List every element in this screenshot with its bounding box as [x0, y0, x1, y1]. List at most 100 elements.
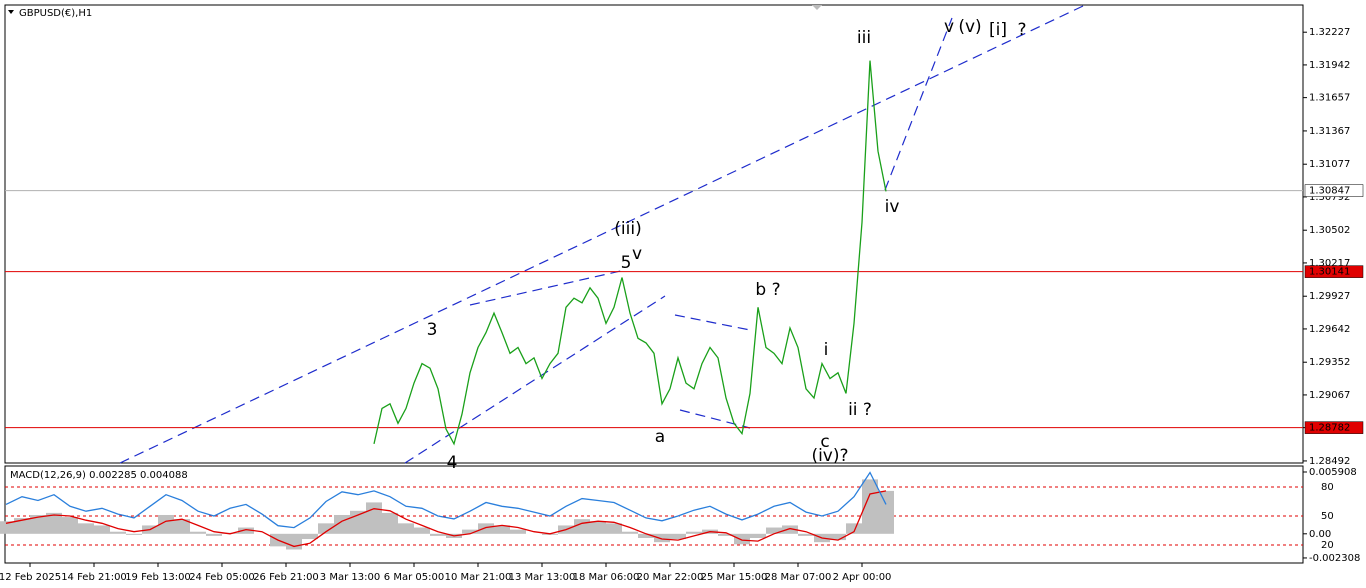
price-panel [4, 4, 1304, 464]
indicator-panel [4, 465, 1304, 564]
histogram-bar [654, 533, 670, 543]
y-tick-label: 1.32227 [1309, 27, 1350, 38]
histogram-bar [782, 525, 798, 534]
y-tick-label: 1.28492 [1309, 456, 1350, 467]
y-tick-label: 1.31367 [1309, 126, 1350, 137]
price-label: 1.30141 [1309, 267, 1350, 278]
y-tick-label: 1.30792 [1309, 192, 1350, 203]
x-tick-label: 14 Feb 21:00 [61, 572, 127, 583]
histogram-bar [382, 512, 398, 534]
x-tick-label: 18 Mar 06:00 [573, 572, 640, 583]
histogram-bar [206, 533, 222, 536]
price-label-box [1304, 265, 1364, 278]
histogram-bar [350, 510, 366, 534]
trend-line [469, 269, 626, 306]
histogram-bar [494, 525, 510, 534]
histogram-bar [590, 521, 606, 534]
x-tick-label: 20 Mar 22:00 [637, 572, 704, 583]
histogram-bar [366, 502, 382, 534]
y-tick-label: -0.002308 [1309, 553, 1360, 564]
menu-arrow [8, 10, 14, 14]
histogram-bar [878, 490, 894, 534]
wave-label: iii [857, 28, 871, 48]
wave-label: iv [885, 197, 900, 217]
histogram-bar [606, 523, 622, 534]
y-tick-label: 1.29927 [1309, 291, 1350, 302]
histogram-bar [574, 519, 590, 534]
wave-label: 3 [427, 320, 438, 340]
x-tick-label: 13 Mar 13:00 [509, 572, 576, 583]
histogram-bar [510, 529, 526, 534]
histogram-bar [318, 523, 334, 534]
y-tick-label: 1.31942 [1309, 60, 1350, 71]
histogram-bar [478, 523, 494, 534]
wave-label: [i] [989, 20, 1007, 40]
histogram-bar [414, 527, 430, 534]
histogram-bar [638, 533, 654, 538]
histogram-bar [174, 519, 190, 534]
y-tick-label: 0.005908 [1309, 467, 1357, 478]
price-label-box [1304, 184, 1364, 197]
price-label: 1.30847 [1309, 186, 1350, 197]
price-label: 1.28782 [1309, 423, 1350, 434]
scroll-marker [812, 5, 822, 10]
trend-line [679, 409, 751, 429]
histogram-bar [798, 533, 814, 536]
trend-line [119, 5, 1084, 464]
trend-line [404, 295, 666, 464]
price-label-box [1304, 421, 1364, 434]
x-tick-label: 24 Feb 05:00 [189, 572, 255, 583]
y-tick-label: 1.29352 [1309, 357, 1350, 368]
histogram-bar [238, 527, 254, 534]
x-tick-label: 3 Mar 13:00 [320, 572, 380, 583]
histogram-bar [750, 533, 766, 538]
series-line [5, 471, 887, 529]
series-line [373, 60, 887, 446]
x-tick-label: 19 Feb 13:00 [125, 572, 191, 583]
histogram-bar [430, 533, 446, 536]
y2-tick-label: 50 [1321, 511, 1334, 522]
histogram-bar [398, 523, 414, 534]
histogram-bar [734, 533, 750, 545]
wave-label: ii ? [848, 400, 872, 420]
wave-label: a [655, 427, 665, 447]
histogram-bar [14, 518, 30, 534]
wave-label: 4 [447, 453, 458, 473]
wave-label: (v) [958, 17, 981, 37]
wave-label: v [944, 17, 954, 37]
wave-label: (iv)? [811, 446, 848, 466]
histogram-bar [670, 533, 686, 540]
x-tick-label: 26 Feb 21:00 [253, 572, 319, 583]
trend-line [674, 314, 751, 331]
y-tick-label: 1.29642 [1309, 324, 1350, 335]
histogram-bar [830, 533, 846, 541]
wave-label: i [824, 340, 829, 360]
indicator-title: MACD(12,26,9) 0.002285 0.004088 [10, 470, 188, 481]
x-tick-label: 12 Feb 2025 [0, 572, 61, 583]
histogram-bar [158, 514, 174, 534]
histogram-bar [78, 523, 94, 534]
histogram-bar [686, 531, 702, 534]
trend-line [884, 17, 953, 191]
histogram-bar [126, 533, 142, 535]
histogram-bar [622, 531, 638, 534]
histogram-bar [286, 533, 302, 550]
y-tick-label: 1.29067 [1309, 390, 1350, 401]
y2-tick-label: 80 [1321, 482, 1334, 493]
wave-label: ? [1017, 20, 1026, 40]
histogram-bar [46, 512, 62, 534]
histogram-bar [766, 527, 782, 534]
histogram-bar [94, 525, 110, 534]
series-line [5, 490, 887, 548]
wave-label: b ? [755, 280, 780, 300]
histogram-bar [110, 531, 126, 534]
x-tick-label: 25 Mar 15:00 [701, 572, 768, 583]
y-tick-label: 1.30502 [1309, 225, 1350, 236]
histogram-bar [846, 523, 862, 534]
histogram-bar [190, 531, 206, 534]
histogram-bar [462, 529, 478, 534]
x-tick-label: 6 Mar 05:00 [384, 572, 444, 583]
wave-label: (iii) [614, 219, 641, 239]
y-tick-label: 0.00 [1309, 529, 1331, 540]
